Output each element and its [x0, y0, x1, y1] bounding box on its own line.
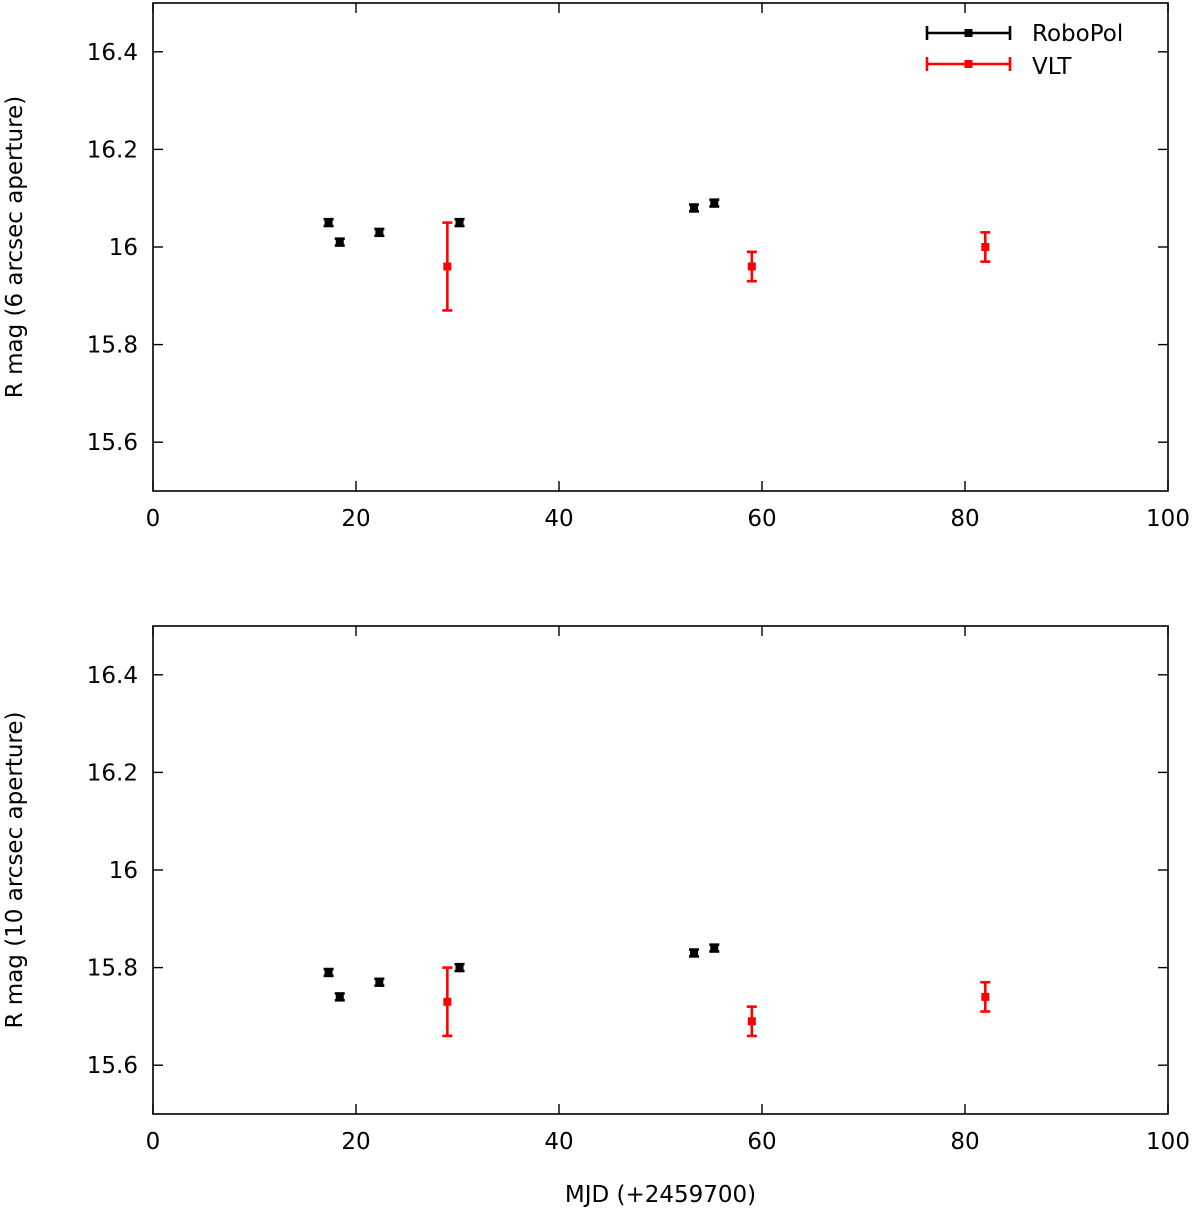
series-vlt	[442, 966, 991, 1038]
data-point-robopol-marker	[689, 203, 698, 212]
data-point-vlt-marker	[981, 992, 990, 1001]
data-point-robopol	[688, 203, 699, 213]
data-point-robopol-marker	[710, 944, 719, 953]
legend-marker-robopol-square	[964, 29, 973, 37]
data-point-robopol-marker	[710, 199, 719, 208]
x-tick-label: 60	[747, 1129, 776, 1155]
x-tick-label: 60	[747, 506, 776, 532]
y-axis-label: R mag (10 arcsec aperture)	[2, 711, 28, 1028]
y-axis-label: R mag (6 arcsec aperture)	[2, 96, 28, 398]
x-tick-label: 20	[341, 1129, 370, 1155]
legend: RoboPol VLT	[925, 21, 1123, 80]
x-tick-label: 100	[1146, 506, 1190, 532]
data-point-vlt	[746, 250, 757, 283]
data-point-vlt	[980, 980, 991, 1013]
legend-marker-vlt	[925, 57, 1012, 71]
data-point-robopol-marker	[375, 978, 384, 987]
x-tick-label: 0	[146, 1129, 161, 1155]
data-point-vlt-marker	[443, 262, 452, 271]
y-tick-label: 16.4	[87, 40, 138, 66]
x-tick-label: 40	[544, 506, 573, 532]
y-tick-label: 15.6	[87, 1053, 138, 1079]
y-tick-label: 16.4	[87, 663, 138, 689]
data-point-robopol-marker	[335, 238, 344, 247]
top-panel: 0 20 40 60 80 100 15.6 15.8 16 16.2 16.4 R mag (6 a…	[2, 2, 1190, 532]
data-point-robopol	[334, 237, 345, 247]
data-point-robopol	[454, 962, 465, 973]
data-point-robopol-marker	[335, 992, 344, 1001]
y-tick-label: 16	[109, 235, 138, 261]
series-robopol	[323, 943, 720, 1002]
y-tick-label: 15.8	[87, 956, 138, 982]
data-point-vlt-marker	[747, 1017, 756, 1026]
legend-marker-vlt-square	[964, 60, 973, 68]
data-point-vlt	[980, 231, 991, 263]
y-tick-label: 16.2	[87, 137, 138, 163]
data-point-robopol	[709, 198, 720, 208]
data-point-robopol-marker	[375, 228, 384, 237]
x-tick-label: 100	[1146, 1129, 1190, 1155]
data-point-robopol	[374, 977, 385, 987]
data-point-robopol	[323, 217, 334, 228]
data-point-robopol	[454, 217, 465, 228]
bottom-panel: 0 20 40 60 80 100 15.6 15.8 16 16.2 16.4 R mag (10 …	[2, 625, 1190, 1208]
data-point-robopol	[688, 948, 699, 958]
x-axis-label: MJD (+2459700)	[565, 1182, 756, 1208]
x-tick-label: 40	[544, 1129, 573, 1155]
data-point-robopol-marker	[324, 218, 333, 227]
x-tick-label: 0	[146, 506, 161, 532]
data-point-robopol	[709, 943, 720, 953]
data-point-robopol	[323, 967, 334, 978]
x-tick-label: 80	[950, 506, 979, 532]
data-point-robopol-marker	[455, 963, 464, 972]
data-point-vlt-marker	[747, 262, 756, 271]
series-vlt	[442, 221, 991, 312]
legend-label-robopol: RoboPol	[1032, 21, 1123, 47]
y-tick-label: 16.2	[87, 760, 138, 786]
data-point-robopol-marker	[455, 218, 464, 227]
legend-label-vlt: VLT	[1032, 54, 1072, 80]
data-point-robopol-marker	[689, 948, 698, 957]
data-point-vlt	[442, 966, 453, 1038]
data-point-vlt-marker	[443, 997, 452, 1006]
data-point-vlt	[442, 221, 453, 312]
y-tick-label: 15.6	[87, 430, 138, 456]
y-tick-label: 15.8	[87, 333, 138, 359]
data-point-robopol	[334, 992, 345, 1002]
x-tick-label: 20	[341, 506, 370, 532]
series-robopol	[323, 198, 720, 247]
data-point-vlt-marker	[981, 243, 990, 251]
data-point-vlt	[746, 1005, 757, 1038]
data-point-robopol	[374, 227, 385, 238]
data-point-robopol-marker	[324, 968, 333, 977]
x-tick-label: 80	[950, 1129, 979, 1155]
y-tick-label: 16	[109, 858, 138, 884]
legend-marker-robopol	[925, 26, 1012, 40]
